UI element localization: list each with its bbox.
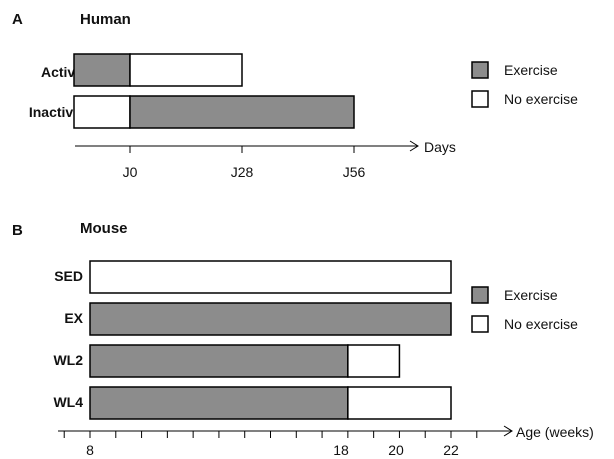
legend-b-no-exercise-swatch	[471, 315, 489, 333]
tick-label-j28: J28	[231, 164, 254, 180]
row-label-wl2: WL2	[53, 352, 83, 368]
panel-a-title: Human	[80, 11, 131, 28]
row-label-ex: EX	[64, 310, 83, 326]
panel-b-letter: B	[12, 222, 23, 239]
panel-b-axis-title: Age (weeks)	[516, 424, 594, 440]
panel-a-axis-title: Days	[424, 139, 456, 155]
legend-a-exercise-label: Exercise	[504, 62, 558, 78]
row-label-inactive: Inactive	[29, 104, 81, 120]
tick-label-20: 20	[388, 442, 404, 458]
bar-wl4-segment-0	[89, 386, 349, 420]
legend-b-exercise-swatch	[471, 286, 489, 304]
bar-ex-segment-0	[89, 302, 452, 336]
panel-b-title: Mouse	[80, 220, 128, 237]
legend-a-exercise-swatch	[471, 61, 489, 79]
panel-a-letter: A	[12, 11, 23, 28]
panel-a-ticks	[129, 146, 355, 153]
bar-sed-segment-0	[89, 260, 452, 294]
panel-a: A Human Active Inactive Days J0 J28 J56 …	[12, 11, 578, 180]
legend-b-exercise-label: Exercise	[504, 287, 558, 303]
bar-wl4-segment-1	[347, 386, 452, 420]
tick-label-18: 18	[333, 442, 349, 458]
panel-b-axis-arrowhead	[503, 425, 513, 437]
tick-label-22: 22	[443, 442, 459, 458]
bar-active-segment-0	[73, 53, 131, 87]
legend-a-no-exercise-swatch	[471, 90, 489, 108]
legend-a-no-exercise-label: No exercise	[504, 91, 578, 107]
panel-b-ticks	[63, 431, 478, 438]
panel-b-bars	[89, 260, 452, 420]
bar-inactive-segment-1	[129, 95, 355, 129]
tick-label-j56: J56	[343, 164, 366, 180]
tick-label-8: 8	[86, 442, 94, 458]
bar-inactive-segment-0	[73, 95, 131, 129]
panel-b: B Mouse SED EX WL2 WL4 Age (weeks) 8 18 …	[12, 220, 594, 458]
row-label-sed: SED	[54, 268, 83, 284]
legend-b-no-exercise-label: No exercise	[504, 316, 578, 332]
tick-label-j0: J0	[123, 164, 138, 180]
panel-a-axis-arrowhead	[409, 140, 419, 152]
row-label-wl4: WL4	[53, 394, 83, 410]
bar-wl2-segment-0	[89, 344, 349, 378]
panel-a-bars	[73, 53, 355, 129]
bar-wl2-segment-1	[347, 344, 401, 378]
bar-active-segment-1	[129, 53, 243, 87]
row-label-active: Active	[41, 64, 83, 80]
